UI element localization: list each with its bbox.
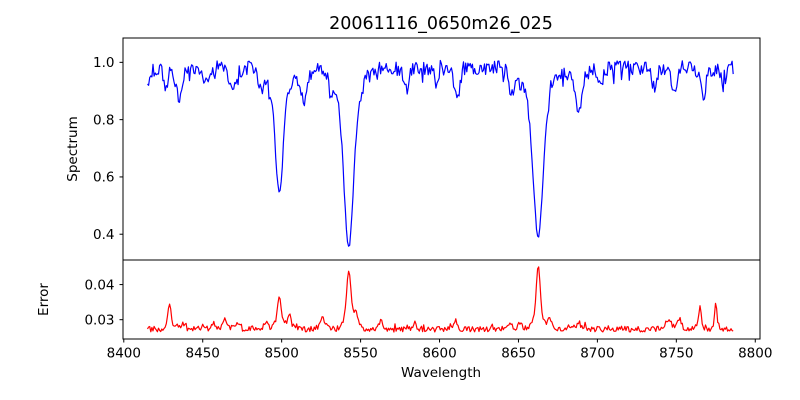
error-panel-border xyxy=(122,259,761,340)
x-tick-label: 8800 xyxy=(738,346,772,362)
spectrum-y-tick-label: 0.4 xyxy=(93,227,114,243)
data-layer xyxy=(146,59,734,333)
error-y-tick-label: 0.03 xyxy=(84,312,114,328)
error-y-tick-label: 0.04 xyxy=(84,277,114,293)
spectrum-y-tick-label: 0.6 xyxy=(93,170,114,186)
x-tick-label: 8450 xyxy=(186,346,220,362)
x-tick-label: 8650 xyxy=(501,346,535,362)
error-line xyxy=(146,266,734,333)
x-tick-label: 8750 xyxy=(659,346,693,362)
axes-layer: 8400 8450 8500 8550 8600 8650 8700 8750 8800 1.0 0… xyxy=(84,37,772,362)
spectrum-line xyxy=(147,59,734,247)
plot-title: 20061116_0650m26_025 xyxy=(329,14,553,34)
x-tick-label: 8550 xyxy=(343,346,377,362)
x-tick-label: 8700 xyxy=(580,346,614,362)
x-axis-label: Wavelength xyxy=(401,365,481,381)
x-tick-label: 8400 xyxy=(107,346,141,362)
error-y-axis-label: Error xyxy=(36,283,52,316)
spectrum-y-axis-label: Spectrum xyxy=(65,116,81,181)
x-tick-label: 8500 xyxy=(264,346,298,362)
x-tick-label: 8600 xyxy=(422,346,456,362)
spectrum-y-tick-label: 1.0 xyxy=(93,55,114,71)
spectrum-y-tick-label: 0.8 xyxy=(93,112,114,128)
